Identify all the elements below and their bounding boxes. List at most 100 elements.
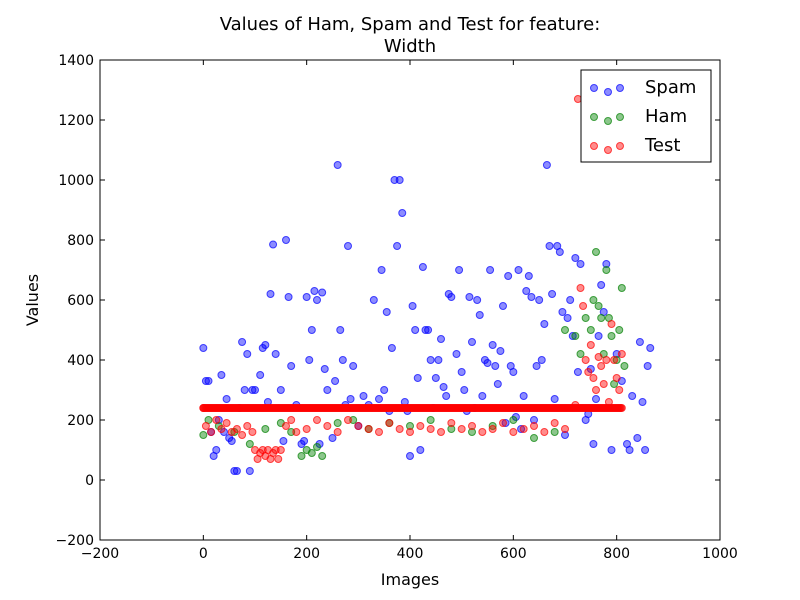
point-spam <box>359 392 368 400</box>
point-spam <box>478 392 487 400</box>
legend: Spam Ham Test <box>580 69 712 163</box>
point-spam <box>457 368 466 376</box>
legend-marker-ham <box>604 117 612 125</box>
point-spam <box>545 242 554 250</box>
point-spam <box>338 356 347 364</box>
point-test <box>597 362 606 370</box>
point-test <box>302 425 311 433</box>
point-ham <box>597 314 606 322</box>
point-test <box>243 422 252 430</box>
point-spam <box>313 296 321 304</box>
point-spam <box>310 287 319 295</box>
point-test <box>610 356 619 364</box>
point-spam <box>452 350 461 358</box>
point-spam <box>282 236 290 244</box>
point-spam <box>413 374 422 382</box>
point-test <box>579 302 588 310</box>
point-ham <box>592 248 600 256</box>
point-spam <box>625 446 634 454</box>
point-test <box>333 428 342 436</box>
point-spam <box>240 386 249 394</box>
x-tick-label: 600 <box>500 546 527 562</box>
point-spam <box>251 386 259 394</box>
point-test <box>519 425 528 433</box>
point-test <box>207 428 216 436</box>
point-test <box>573 95 582 103</box>
point-test <box>232 425 241 433</box>
legend-frame <box>580 69 712 163</box>
point-ham <box>594 302 603 310</box>
point-ham <box>576 350 585 358</box>
point-ham <box>586 326 595 334</box>
legend-label-ham: Ham <box>645 106 687 127</box>
point-test <box>550 419 559 427</box>
point-ham <box>307 449 316 457</box>
point-spam <box>573 368 582 376</box>
point-spam <box>594 332 603 340</box>
point-spam <box>201 377 210 385</box>
point-test <box>602 356 611 364</box>
point-spam <box>540 320 549 328</box>
point-spam <box>318 288 327 297</box>
y-tick-label: 800 <box>67 233 94 249</box>
point-spam <box>496 347 505 355</box>
point-test <box>607 320 616 328</box>
point-spam <box>426 356 435 364</box>
point-spam <box>328 434 337 442</box>
point-test <box>375 428 383 436</box>
point-ham <box>313 443 321 451</box>
point-spam <box>638 398 647 406</box>
point-spam <box>346 395 355 403</box>
points-layer <box>199 95 655 475</box>
point-ham <box>615 326 624 334</box>
legend-marker-test <box>590 142 598 150</box>
point-spam <box>331 377 340 385</box>
point-spam <box>641 446 650 454</box>
point-test <box>426 425 435 433</box>
point-test <box>617 350 626 358</box>
point-spam <box>548 290 557 298</box>
legend-marker-test <box>616 142 624 150</box>
point-spam <box>514 266 523 274</box>
point-spam <box>302 293 311 301</box>
point-test <box>530 422 538 430</box>
point-spam <box>232 467 241 475</box>
point-spam <box>447 293 456 301</box>
point-test <box>276 446 285 454</box>
point-spam <box>442 392 451 400</box>
point-test <box>509 428 518 436</box>
point-test <box>416 422 425 430</box>
point-ham <box>261 425 270 433</box>
y-tick-label: −200 <box>56 533 94 549</box>
point-spam <box>261 341 270 349</box>
point-spam <box>199 344 208 352</box>
point-ham <box>318 452 327 460</box>
point-spam <box>493 380 502 388</box>
point-spam <box>646 344 655 352</box>
point-spam <box>214 416 223 424</box>
point-spam <box>307 326 316 334</box>
point-ham <box>612 356 621 364</box>
legend-marker-ham <box>616 113 624 121</box>
point-spam <box>333 161 342 169</box>
legend-label-spam: Spam <box>645 77 696 98</box>
point-spam <box>434 356 443 364</box>
point-spam <box>576 260 585 268</box>
point-spam <box>437 335 445 343</box>
point-spam <box>276 386 285 394</box>
point-test <box>561 425 569 433</box>
point-spam <box>488 341 497 349</box>
point-spam <box>633 434 642 442</box>
y-tick-label: 1200 <box>58 113 94 129</box>
legend-item-test: Test <box>590 135 680 156</box>
point-ham <box>406 422 414 430</box>
point-test <box>437 428 445 436</box>
point-spam <box>460 386 469 394</box>
point-spam <box>571 254 580 262</box>
point-spam <box>284 293 293 301</box>
point-spam <box>336 326 345 334</box>
x-tick-label: 400 <box>397 546 424 562</box>
point-test <box>499 419 507 427</box>
x-tick-label: 200 <box>293 546 320 562</box>
point-spam <box>535 296 544 304</box>
